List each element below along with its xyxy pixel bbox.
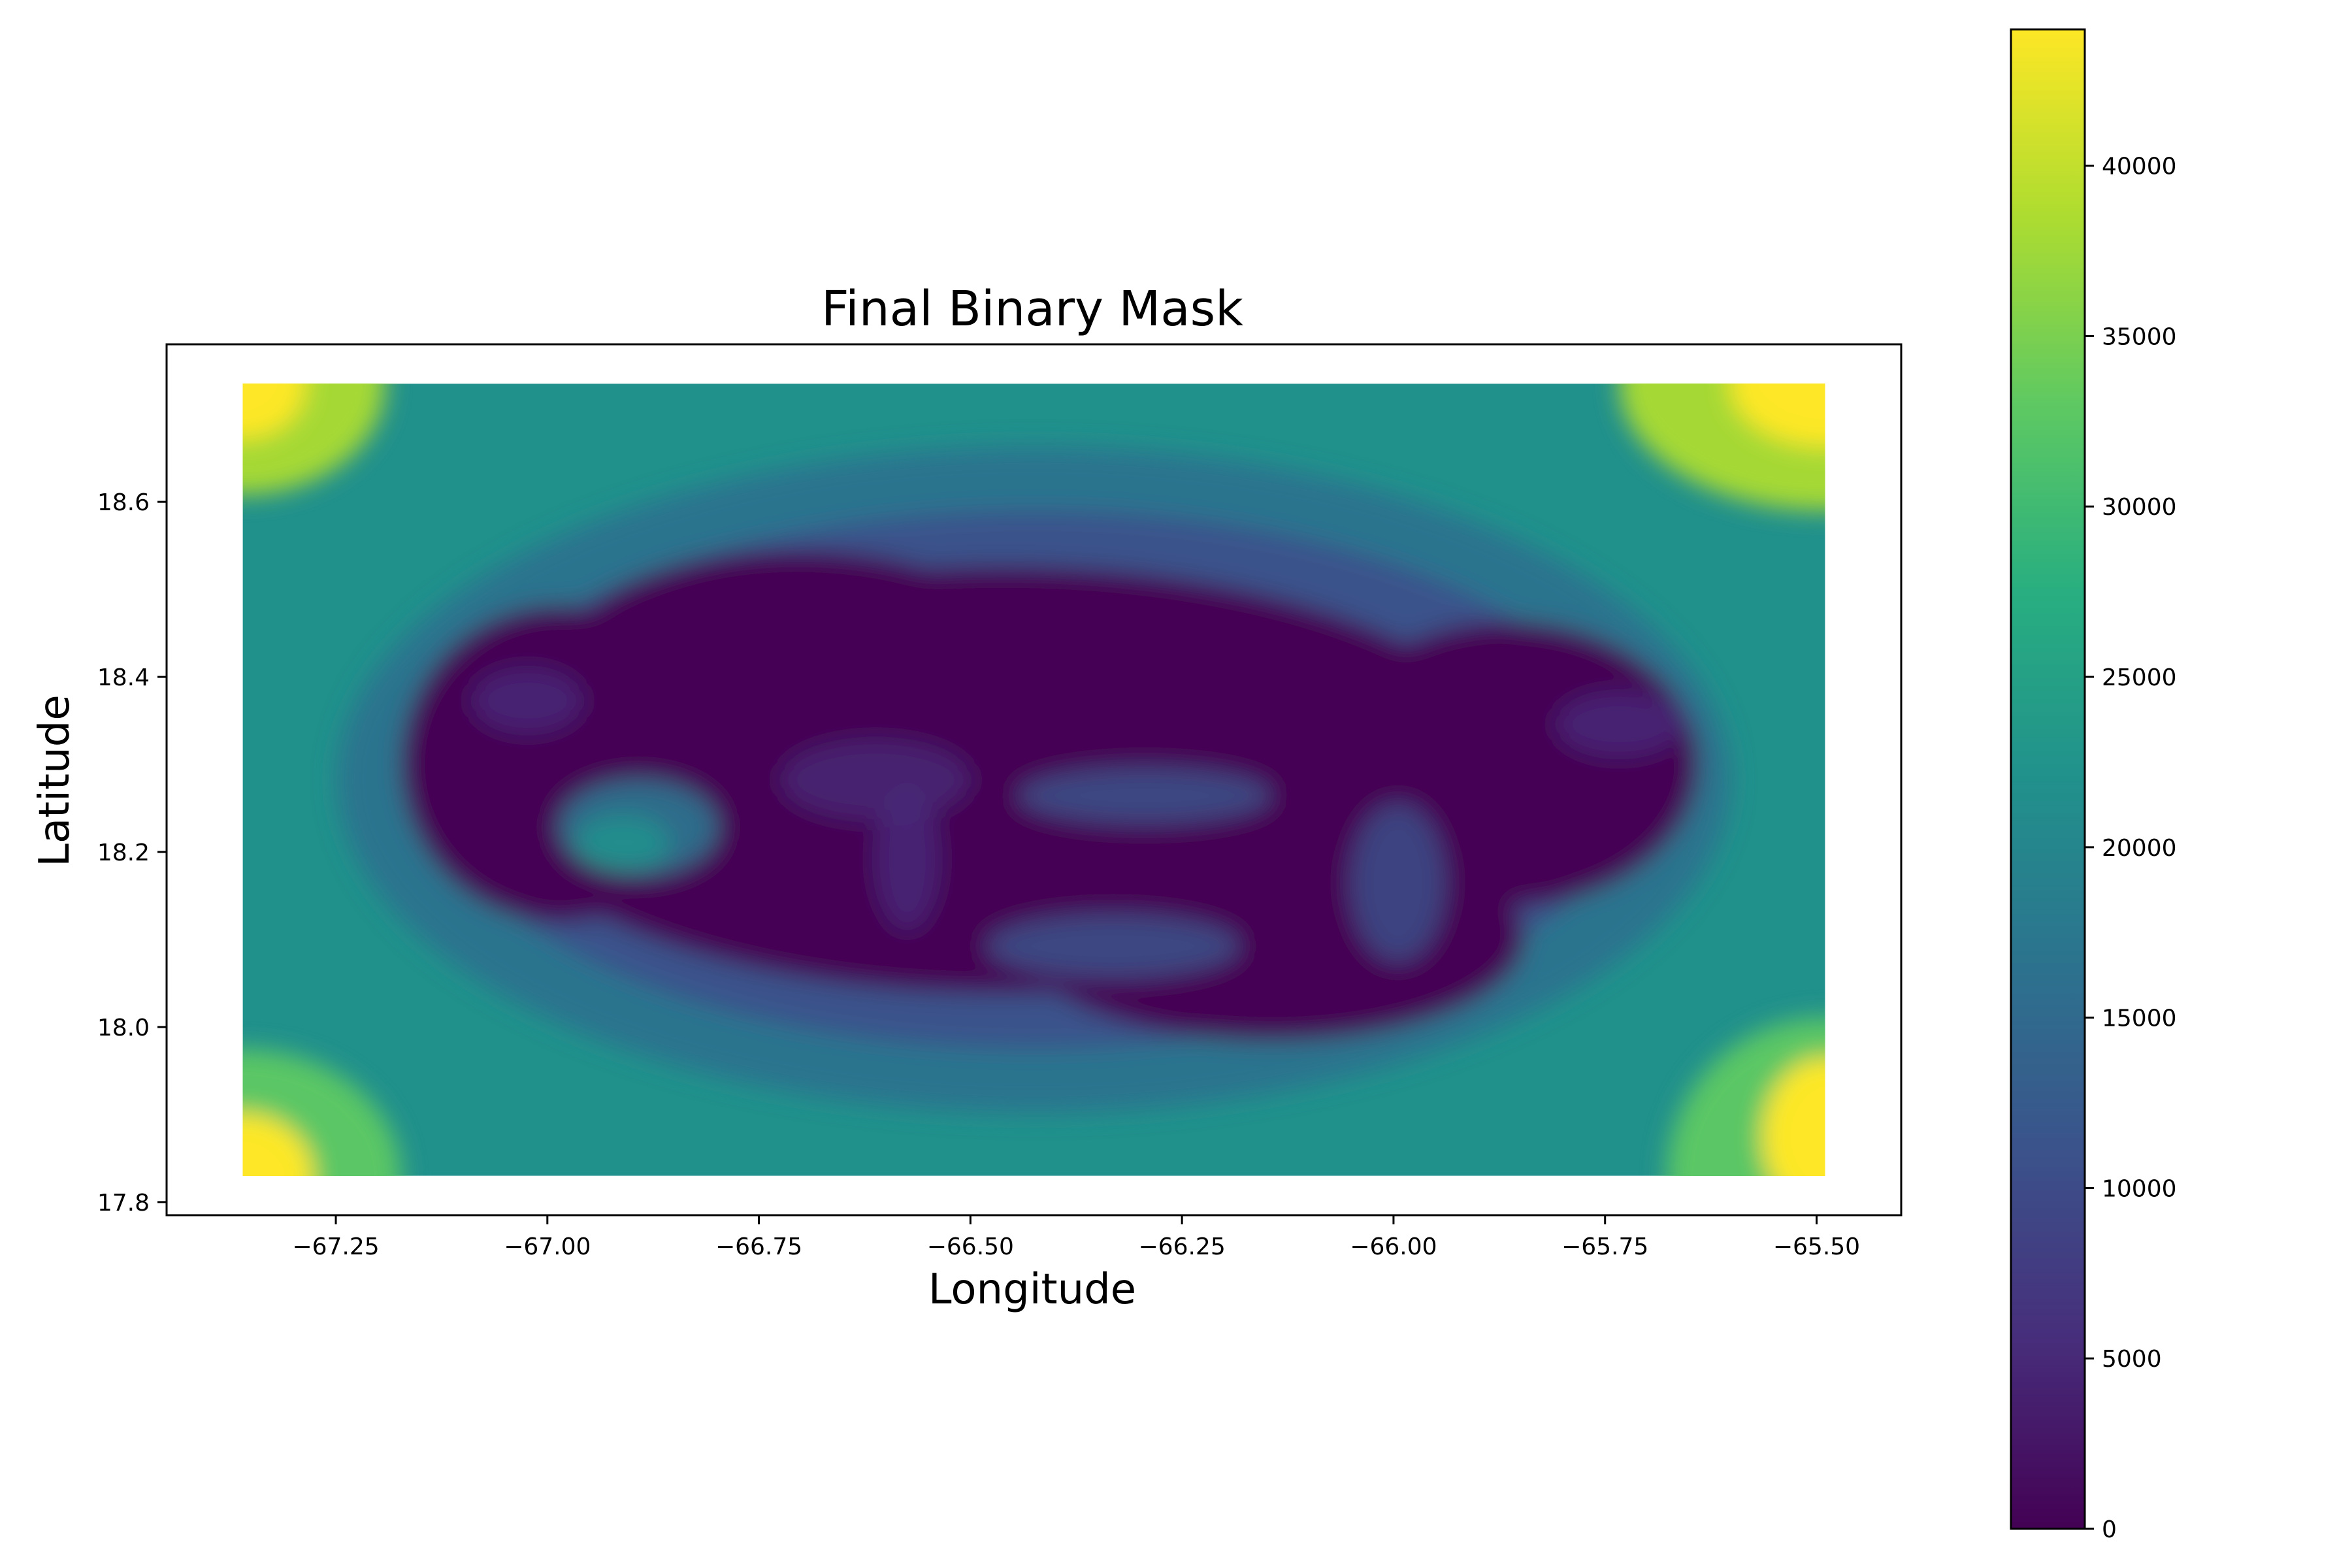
x-tick-label: −66.50 bbox=[927, 1233, 1014, 1260]
colorbar-tick-label: 0 bbox=[2102, 1516, 2117, 1543]
y-tick-label: 18.0 bbox=[97, 1015, 150, 1041]
colorbar-tick-label: 35000 bbox=[2102, 323, 2177, 350]
x-tick-label: −65.50 bbox=[1773, 1233, 1860, 1260]
field-blob bbox=[1556, 693, 1683, 757]
x-tick-label: −66.00 bbox=[1350, 1233, 1437, 1260]
field-texture bbox=[242, 384, 1825, 1176]
colorbar: 0 5000 10000 15000 20000 25000 30000 35000 40000 bbox=[2010, 28, 2177, 1543]
chart-title-group: Final Binary Mask bbox=[821, 281, 1243, 337]
x-tick-label: −66.25 bbox=[1139, 1233, 1226, 1260]
field-blob bbox=[242, 1112, 314, 1176]
field-blob bbox=[1761, 1056, 1825, 1176]
colorbar-tick-label: 30000 bbox=[2102, 494, 2177, 521]
plot-frame bbox=[165, 343, 1903, 1217]
chart-title: Final Binary Mask bbox=[821, 281, 1243, 337]
y-tick-label: 18.6 bbox=[97, 489, 150, 516]
field-blob bbox=[986, 914, 1240, 978]
field-blob bbox=[1350, 803, 1446, 962]
field-blob bbox=[242, 384, 306, 440]
field-blob bbox=[1018, 768, 1271, 824]
colorbar-tick-label: 10000 bbox=[2102, 1175, 2177, 1202]
y-tick-label: 18.4 bbox=[97, 664, 150, 691]
colorbar-tick-label: 5000 bbox=[2102, 1346, 2162, 1373]
colorbar-tick-label: 15000 bbox=[2102, 1005, 2177, 1032]
heatmap-field bbox=[242, 384, 1825, 1176]
colorbar-ticks: 0 5000 10000 15000 20000 25000 30000 35000 40000 bbox=[2085, 154, 2177, 1543]
colorbar-gradient bbox=[2010, 28, 2086, 1530]
colorbar-tick-label: 40000 bbox=[2102, 154, 2177, 180]
x-axis-title: Longitude bbox=[928, 1266, 1136, 1314]
field-blob bbox=[875, 787, 939, 930]
y-axis-ticks: 17.8 18.0 18.2 18.4 18.6 bbox=[97, 489, 167, 1217]
y-tick-label: 18.2 bbox=[97, 840, 150, 866]
field-blob bbox=[559, 549, 1034, 772]
x-tick-label: −66.75 bbox=[715, 1233, 802, 1260]
field-blob bbox=[472, 668, 583, 732]
y-axis-title: Latitude bbox=[31, 694, 79, 866]
x-axis-ticks: −67.25 −67.00 −66.75 −66.50 −66.25 −66.00 −65.… bbox=[292, 1215, 1860, 1260]
x-tick-label: −67.00 bbox=[504, 1233, 591, 1260]
field-blob bbox=[1730, 384, 1825, 448]
y-tick-label: 17.8 bbox=[97, 1190, 150, 1217]
field-blob bbox=[575, 815, 670, 871]
field-blob bbox=[780, 740, 971, 820]
colorbar-tick-label: 25000 bbox=[2102, 664, 2177, 691]
x-tick-label: −65.75 bbox=[1561, 1233, 1648, 1260]
x-tick-label: −67.25 bbox=[292, 1233, 379, 1260]
colorbar-tick-label: 20000 bbox=[2102, 835, 2177, 862]
